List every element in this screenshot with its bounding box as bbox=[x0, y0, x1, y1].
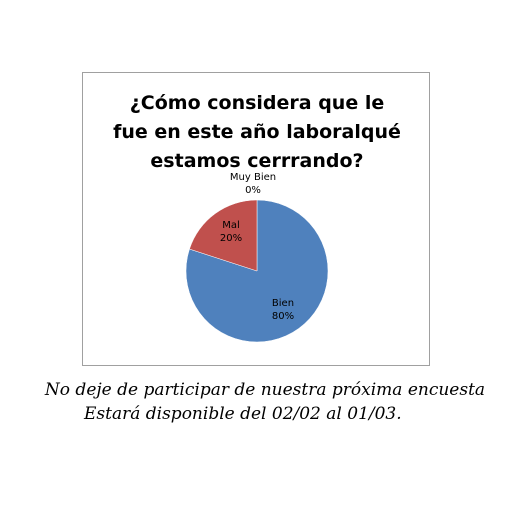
pie-chart: Muy Bien 0% Bien 80% Mal 20% bbox=[185, 172, 329, 343]
chart-title-line: ¿Cómo considera que le bbox=[129, 92, 385, 114]
slice-percent-label: 20% bbox=[220, 233, 242, 244]
slice-percent-label: 0% bbox=[245, 185, 261, 196]
slice-category-label: Muy Bien bbox=[230, 172, 276, 183]
chart-title: ¿Cómo considera que le fue en este año l… bbox=[83, 89, 431, 176]
survey-footnote: No deje de participar de nuestra próxima… bbox=[20, 378, 510, 426]
footnote-line: No deje de participar de nuestra próxima… bbox=[44, 380, 486, 400]
pie-slice-mal bbox=[189, 199, 258, 272]
slice-category-label: Mal bbox=[222, 220, 240, 231]
chart-area: ¿Cómo considera que le fue en este año l… bbox=[82, 72, 430, 366]
chart-title-line: estamos cerrrando? bbox=[150, 150, 364, 172]
slice-category-label: Bien bbox=[272, 298, 294, 309]
slice-percent-label: 80% bbox=[272, 311, 294, 322]
chart-title-line: fue en este año laboralqué bbox=[113, 121, 401, 143]
footnote-line: Estará disponible del 02/02 al 01/03. bbox=[84, 404, 402, 424]
